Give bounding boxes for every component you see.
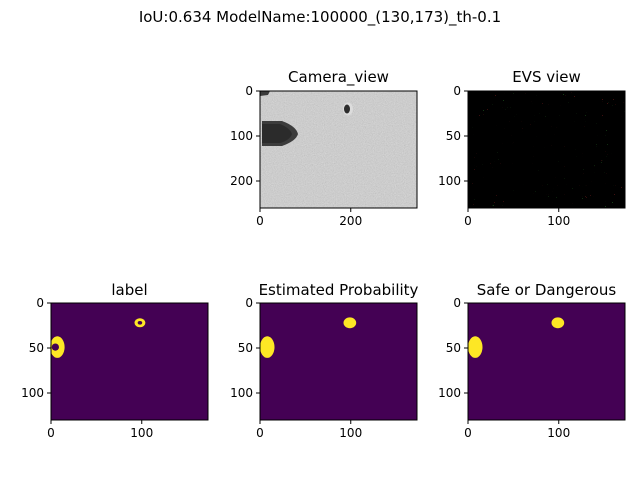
estimated-probability-heatmap: 0 100 0 50 100	[230, 296, 418, 440]
x-tick-label: 100	[547, 426, 570, 440]
camera-axes: 0 200 0 100 200	[230, 84, 362, 228]
y-tick-label: 0	[36, 296, 44, 310]
y-tick-label: 0	[453, 84, 461, 98]
panel-camera-view: Camera_view 0 200 0 100 200	[230, 68, 418, 228]
panel-evs-view: EVS view 0 100 0 50 100	[438, 68, 626, 228]
axes-frame	[50, 302, 209, 421]
evs-axes: 0 100 0 50 100	[438, 84, 570, 228]
x-tick-label: 200	[339, 214, 362, 228]
panel-title-safe-or-dangerous: Safe or Dangerous	[477, 281, 617, 299]
y-tick-label: 100	[438, 174, 461, 188]
panel-label: label 0 100 0 50 100	[21, 281, 209, 440]
y-tick-label: 100	[230, 129, 253, 143]
camera-image	[260, 91, 417, 208]
heatmap-background	[51, 303, 208, 420]
x-tick-label: 100	[339, 426, 362, 440]
axes-frame	[467, 302, 626, 421]
evs-image	[468, 91, 625, 208]
heatmap-region-hole	[51, 343, 59, 351]
y-tick-label: 100	[21, 386, 44, 400]
panel-title-camera-view: Camera_view	[288, 68, 389, 87]
x-tick-label: 100	[130, 426, 153, 440]
y-tick-label: 50	[238, 341, 253, 355]
y-tick-label: 50	[29, 341, 44, 355]
x-tick-label: 0	[47, 426, 55, 440]
axes-frame	[259, 302, 418, 421]
y-tick-label: 0	[245, 84, 253, 98]
y-tick-label: 50	[446, 129, 461, 143]
x-tick-label: 0	[464, 214, 472, 228]
x-tick-label: 0	[256, 426, 264, 440]
heatmap-region	[468, 336, 483, 358]
y-tick-label: 50	[446, 341, 461, 355]
y-tick-label: 100	[230, 386, 253, 400]
y-tick-label: 200	[230, 174, 253, 188]
y-tick-label: 0	[245, 296, 253, 310]
y-tick-label: 0	[453, 296, 461, 310]
figure-suptitle: IoU:0.634 ModelName:100000_(130,173)_th-…	[139, 8, 501, 27]
panel-estimated-probability: Estimated Probability 0 100 0 50 100	[230, 281, 418, 440]
heatmap-region-hole	[137, 321, 143, 325]
heatmap-background	[468, 303, 625, 420]
label-heatmap: 0 100 0 50 100	[21, 296, 209, 440]
heatmap-region	[260, 336, 275, 358]
safe-or-dangerous-heatmap: 0 100 0 50 100	[438, 296, 626, 440]
heatmap-region	[343, 317, 357, 329]
panel-title-estimated-probability: Estimated Probability	[259, 281, 419, 299]
x-tick-label: 0	[256, 214, 264, 228]
x-tick-label: 100	[547, 214, 570, 228]
heatmap-region	[551, 317, 565, 329]
panel-safe-or-dangerous: Safe or Dangerous 0 100 0 50 100	[438, 281, 626, 440]
panel-title-label: label	[111, 281, 147, 299]
x-tick-label: 0	[464, 426, 472, 440]
panel-title-evs-view: EVS view	[512, 68, 581, 86]
y-tick-label: 100	[438, 386, 461, 400]
heatmap-background	[260, 303, 417, 420]
